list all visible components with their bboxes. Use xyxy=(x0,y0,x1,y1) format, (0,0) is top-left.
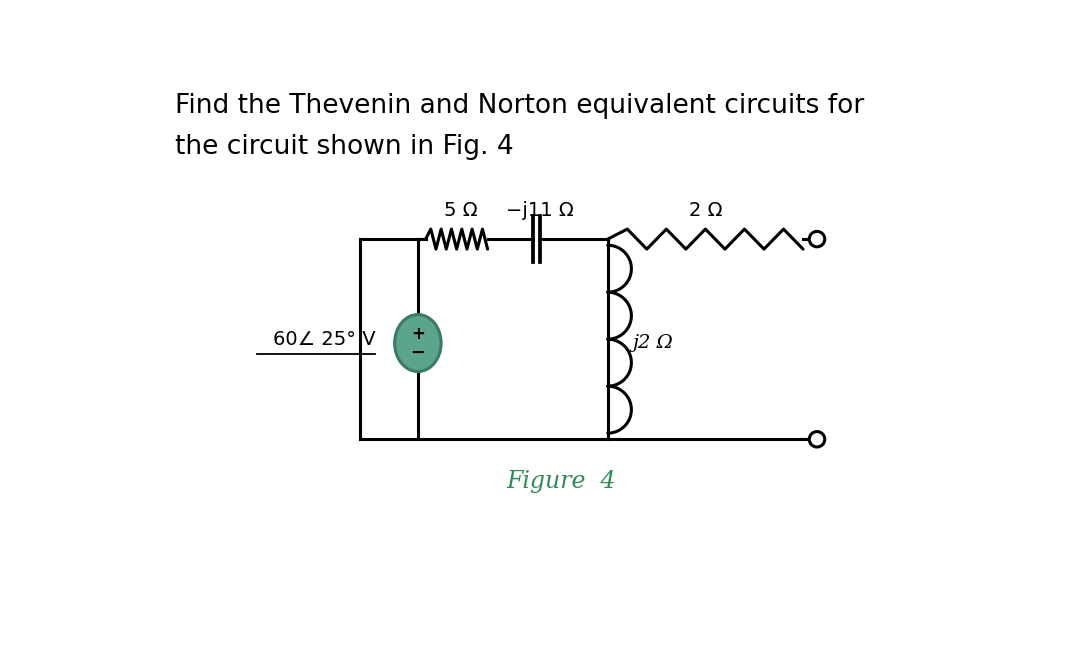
Circle shape xyxy=(809,232,825,247)
Text: +: + xyxy=(410,325,424,342)
Text: −: − xyxy=(410,344,426,362)
Text: −j11 Ω: −j11 Ω xyxy=(507,201,575,220)
Text: the circuit shown in Fig. 4: the circuit shown in Fig. 4 xyxy=(175,134,514,159)
Text: j2 Ω: j2 Ω xyxy=(633,334,673,352)
Text: 5 Ω: 5 Ω xyxy=(444,201,477,220)
Text: 60∠ 25° V: 60∠ 25° V xyxy=(272,330,375,349)
Circle shape xyxy=(809,432,825,447)
Text: 2 Ω: 2 Ω xyxy=(689,201,723,220)
Text: Figure  4: Figure 4 xyxy=(507,470,616,493)
Ellipse shape xyxy=(394,315,441,372)
Text: Find the Thevenin and Norton equivalent circuits for: Find the Thevenin and Norton equivalent … xyxy=(175,93,865,119)
